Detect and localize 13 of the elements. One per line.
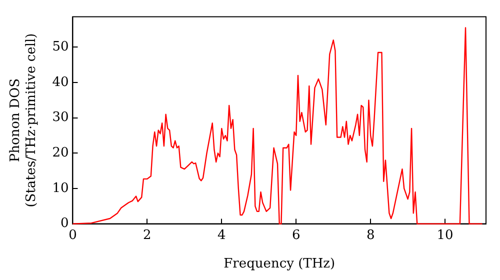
y-tick-label: 0 [60, 216, 69, 232]
x-tick-label: 6 [292, 228, 300, 243]
y-tick-label: 30 [52, 110, 69, 126]
x-tick-label: 2 [143, 228, 152, 243]
x-tick-label: 10 [436, 228, 454, 243]
x-axis-title: Frequency (THz) [224, 256, 336, 272]
y-tick-label: 50 [52, 40, 69, 55]
x-tick-label: 4 [218, 228, 226, 243]
x-tick-label: 8 [366, 228, 375, 243]
y-tick-label: 40 [52, 74, 69, 90]
y-tick-label: 10 [52, 180, 69, 196]
y-axis-title: Phonon DOS (States/THz·primitive cell) [8, 33, 39, 208]
y-tick-label: 20 [52, 146, 69, 161]
